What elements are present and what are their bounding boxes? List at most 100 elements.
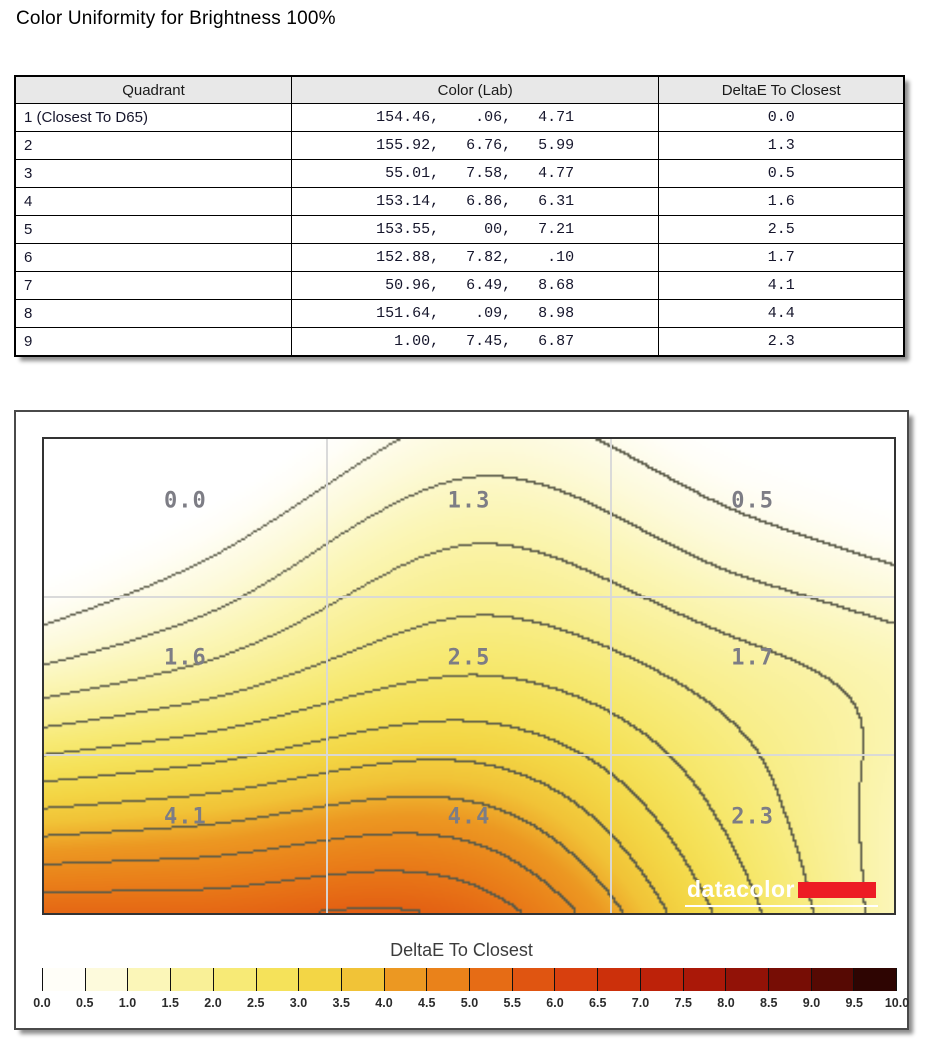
scale-tick-label-1.5: 1.5	[161, 996, 179, 1010]
scale-segment-17	[767, 968, 811, 991]
scale-tick-label-6.5: 6.5	[589, 996, 607, 1010]
plot-quadrant-label-5: 2.5	[447, 645, 491, 671]
table-header-row: Quadrant Color (Lab) DeltaE To Closest	[14, 75, 905, 104]
scale-segment-3	[170, 968, 213, 991]
cell-quadrant-6: 6	[14, 243, 292, 272]
scale-tick-label-0.5: 0.5	[76, 996, 94, 1010]
scale-tick-label-2.5: 2.5	[247, 996, 265, 1010]
grid-line-vertical-1	[326, 439, 329, 913]
page-title: Color Uniformity for Brightness 100%	[16, 8, 336, 29]
cell-lab-6: 152.88, 7.82, .10	[290, 243, 660, 272]
plot-quadrant-label-3: 0.5	[731, 488, 775, 514]
scale-tick-label-3.5: 3.5	[332, 996, 350, 1010]
cell-quadrant-1: 1 (Closest To D65)	[14, 103, 292, 132]
plot-quadrant-label-8: 4.4	[447, 804, 491, 830]
scale-segment-5	[255, 968, 299, 991]
plot-quadrant-label-7: 4.1	[163, 804, 207, 830]
cell-deltae-8: 4.4	[658, 299, 905, 328]
scale-segment-8	[383, 968, 427, 991]
table-row: 3 55.01, 7.58, 4.77 0.5	[14, 159, 905, 188]
scale-tick-label-4.5: 4.5	[418, 996, 436, 1010]
cell-lab-4: 153.14, 6.86, 6.31	[290, 187, 660, 216]
plot-quadrant-label-1: 0.0	[163, 488, 207, 514]
datacolor-logo-text: datacolor	[686, 876, 795, 902]
scale-segment-15	[682, 968, 726, 991]
scale-segment-0	[42, 968, 85, 991]
scale-segment-16	[725, 968, 768, 991]
color-scale-bar	[42, 968, 897, 991]
cell-deltae-4: 1.6	[658, 187, 905, 216]
scale-tick-label-5.5: 5.5	[503, 996, 521, 1010]
datacolor-logo-red-block	[798, 881, 876, 898]
grid-line-vertical-2	[609, 439, 612, 913]
scale-segment-13	[597, 968, 640, 991]
scale-tick-label-7.5: 7.5	[674, 996, 692, 1010]
cell-lab-9: 1.00, 7.45, 6.87	[290, 327, 660, 357]
datacolor-logo: datacolor	[684, 876, 878, 907]
table-row: 9 1.00, 7.45, 6.87 2.3	[14, 327, 905, 357]
table-row: 4 153.14, 6.86, 6.31 1.6	[14, 187, 905, 216]
scale-segment-10	[469, 968, 512, 991]
plot-quadrant-label-9: 2.3	[731, 804, 775, 830]
grid-line-horizontal-2	[44, 754, 894, 756]
table-row: 2 155.92, 6.76, 5.99 1.3	[14, 131, 905, 160]
plot-quadrant-label-6: 1.7	[731, 645, 775, 671]
cell-lab-3: 55.01, 7.58, 4.77	[290, 159, 660, 188]
scale-segment-6	[298, 968, 341, 991]
scale-segment-7	[340, 968, 384, 991]
scale-segment-2	[127, 968, 171, 991]
scale-segment-19	[853, 968, 897, 991]
contour-plot-area: 0.0 1.3 0.5 1.6 2.5 1.7 4.1 4.4 2.3 datacolor	[42, 437, 896, 915]
cell-deltae-7: 4.1	[658, 271, 905, 300]
plot-quadrant-label-4: 1.6	[163, 645, 207, 671]
table-header: Quadrant Color (Lab) DeltaE To Closest	[14, 75, 905, 104]
table-row: 6 152.88, 7.82, .10 1.7	[14, 243, 905, 272]
cell-quadrant-8: 8	[14, 299, 292, 328]
table-row: 8 151.64, .09, 8.98 4.4	[14, 299, 905, 328]
plot-quadrant-label-2: 1.3	[447, 488, 491, 514]
cell-deltae-9: 2.3	[658, 327, 905, 357]
scale-segment-11	[511, 968, 555, 991]
scale-tick-label-4.0: 4.0	[375, 996, 393, 1010]
scale-tick-label-1.0: 1.0	[118, 996, 137, 1010]
quadrant-labels: 0.0 1.3 0.5 1.6 2.5 1.7 4.1 4.4 2.3	[44, 439, 894, 913]
scale-tick-label-0.0: 0.0	[33, 996, 51, 1010]
cell-lab-2: 155.92, 6.76, 5.99	[290, 131, 660, 160]
contour-canvas	[44, 439, 894, 913]
cell-deltae-1: 0.0	[658, 103, 905, 132]
cell-deltae-2: 1.3	[658, 131, 905, 160]
scale-tick-label-9.0: 9.0	[802, 996, 821, 1010]
table-row: 1 (Closest To D65) 154.46, .06, 4.71 0.0	[14, 103, 905, 132]
cell-lab-7: 50.96, 6.49, 8.68	[290, 271, 660, 300]
scale-tick-label-2.0: 2.0	[204, 996, 222, 1010]
table-body: 1 (Closest To D65) 154.46, .06, 4.71 0.0 2 1…	[14, 103, 905, 357]
scale-tick-label-7.0: 7.0	[631, 996, 650, 1010]
uniformity-table: Quadrant Color (Lab) DeltaE To Closest 1…	[14, 75, 905, 357]
cell-quadrant-9: 9	[14, 327, 292, 357]
cell-deltae-6: 1.7	[658, 243, 905, 272]
cell-deltae-3: 0.5	[658, 159, 905, 188]
scale-segment-4	[212, 968, 256, 991]
cell-quadrant-5: 5	[14, 215, 292, 244]
scale-tick-label-9.5: 9.5	[845, 996, 863, 1010]
scale-tick-label-8.5: 8.5	[760, 996, 778, 1010]
contour-plot-panel: 0.0 1.3 0.5 1.6 2.5 1.7 4.1 4.4 2.3 datacolor De…	[14, 410, 909, 1030]
scale-segment-12	[554, 968, 598, 991]
scale-tick-label-3.0: 3.0	[289, 996, 308, 1010]
scale-tick-labels: 0.0 0.5 1.0 1.5 2.0 2.5 3.0 3.5 4.0 4.5 5.0 5.5 6.0 6…	[33, 996, 909, 1012]
cell-lab-8: 151.64, .09, 8.98	[290, 299, 660, 328]
cell-lab-1: 154.46, .06, 4.71	[290, 103, 660, 132]
scale-segment-18	[810, 968, 854, 991]
grid-line-horizontal-1	[44, 595, 894, 598]
cell-lab-5: 153.55, 00, 7.21	[290, 215, 660, 244]
column-header-quadrant: Quadrant	[14, 75, 292, 104]
scale-tick-label-8.0: 8.0	[717, 996, 735, 1010]
cell-quadrant-2: 2	[14, 131, 292, 160]
table-row: 7 50.96, 6.49, 8.68 4.1	[14, 271, 905, 300]
cell-deltae-5: 2.5	[658, 215, 905, 244]
cell-quadrant-3: 3	[14, 159, 292, 188]
table-row: 5 153.55, 00, 7.21 2.5	[14, 215, 905, 244]
column-header-color-lab: Color (Lab)	[290, 75, 660, 104]
scale-segment-9	[426, 968, 470, 991]
